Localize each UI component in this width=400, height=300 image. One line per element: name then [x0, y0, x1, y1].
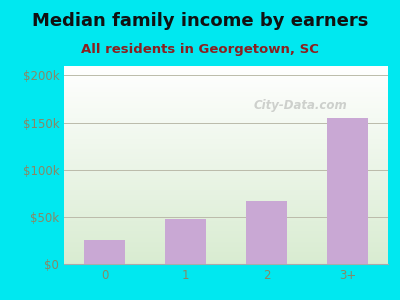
Text: All residents in Georgetown, SC: All residents in Georgetown, SC [81, 44, 319, 56]
Bar [246, 201, 287, 264]
Bar [84, 240, 125, 264]
Text: Median family income by earners: Median family income by earners [32, 12, 368, 30]
Bar [165, 219, 206, 264]
Text: City-Data.com: City-Data.com [254, 99, 347, 112]
Bar [327, 118, 368, 264]
